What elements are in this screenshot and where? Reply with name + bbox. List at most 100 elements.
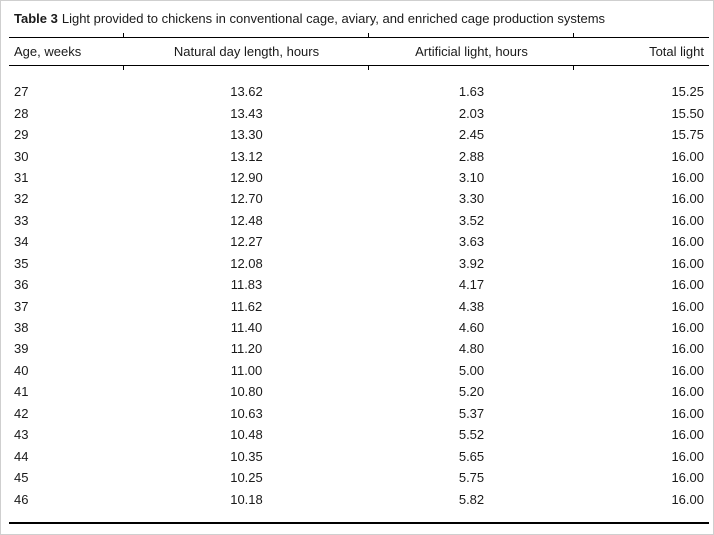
table-cell: 10.80	[230, 384, 263, 400]
table-cell: 13.30	[230, 127, 263, 143]
table-cell: 29	[14, 127, 29, 143]
table-row: 35 12.08 3.92 16.00	[9, 253, 709, 274]
table-cell: 16.00	[671, 384, 704, 400]
table-cell: 33	[14, 212, 29, 228]
table-cell: 10.63	[230, 405, 263, 421]
table-cell: 3.92	[458, 255, 485, 271]
table-cell: 32	[14, 191, 29, 207]
column-divider-tick	[367, 33, 369, 38]
table-cell: 31	[14, 169, 29, 185]
column-header: Age, weeks	[14, 44, 82, 59]
table-cell: 15.25	[671, 84, 704, 100]
data-table: Age, weeks Natural day length, hours Artif…	[9, 33, 709, 524]
table-cell: 36	[14, 277, 29, 293]
table-cell: 5.65	[458, 448, 485, 464]
table-cell: 16.00	[671, 277, 704, 293]
table-cell: 16.00	[671, 470, 704, 486]
column-divider-tick	[122, 65, 124, 70]
column-header: Artificial light, hours	[415, 44, 528, 59]
table-cell: 3.30	[458, 191, 485, 207]
table-cell: 34	[14, 234, 29, 250]
table-cell: 5.52	[458, 427, 485, 443]
table-cell: 16.00	[671, 427, 704, 443]
table-cell: 4.80	[458, 341, 485, 357]
table-bottom-rule	[9, 521, 709, 524]
table-row: 43 10.48 5.52 16.00	[9, 424, 709, 445]
table-cell: 13.43	[230, 105, 263, 121]
table-cell: 15.75	[671, 127, 704, 143]
table-cell: 16.00	[671, 148, 704, 164]
table-cell: 15.50	[671, 105, 704, 121]
table-caption: Table 3 Light provided to chickens in con…	[14, 11, 707, 27]
table-row: 33 12.48 3.52 16.00	[9, 210, 709, 231]
table-cell: 16.00	[671, 320, 704, 336]
table-row: 29 13.30 2.45 15.75	[9, 124, 709, 145]
table-cell: 1.63	[458, 84, 485, 100]
table-cell: 37	[14, 298, 29, 314]
table-row: 34 12.27 3.63 16.00	[9, 231, 709, 252]
table-cell: 39	[14, 341, 29, 357]
table-cell: 12.27	[230, 234, 263, 250]
table-cell: 3.52	[458, 212, 485, 228]
table-caption-text: Light provided to chickens in convention…	[61, 11, 606, 26]
table-cell: 5.82	[458, 491, 485, 507]
table-row: 28 13.43 2.03 15.50	[9, 102, 709, 123]
table-cell: 38	[14, 320, 29, 336]
table-cell: 13.62	[230, 84, 263, 100]
table-cell: 16.00	[671, 405, 704, 421]
table-cell: 41	[14, 384, 29, 400]
table-cell: 4.60	[458, 320, 485, 336]
table-cell: 3.63	[458, 234, 485, 250]
table-cell: 28	[14, 105, 29, 121]
table-cell: 11.00	[230, 362, 263, 378]
table-cell: 12.08	[230, 255, 263, 271]
table-cell: 12.48	[230, 212, 263, 228]
column-divider-tick	[122, 33, 124, 38]
table-cell: 46	[14, 491, 29, 507]
table-cell: 13.12	[230, 148, 263, 164]
table-cell: 10.25	[230, 470, 263, 486]
table-cell: 43	[14, 427, 29, 443]
table-cell: 16.00	[671, 362, 704, 378]
table-cell: 5.00	[458, 362, 485, 378]
table-cell: 16.00	[671, 255, 704, 271]
table-cell: 5.20	[458, 384, 485, 400]
table-cell: 2.88	[458, 148, 485, 164]
table-cell: 12.70	[230, 191, 263, 207]
column-divider-tick	[572, 33, 574, 38]
table-cell: 16.00	[671, 491, 704, 507]
table-cell: 5.75	[458, 470, 485, 486]
column-divider-tick	[572, 65, 574, 70]
table-cell: 45	[14, 470, 29, 486]
column-header: Total light	[649, 44, 704, 59]
table-row: 37 11.62 4.38 16.00	[9, 295, 709, 316]
table-header-row: Age, weeks Natural day length, hours Artif…	[9, 33, 709, 70]
table-cell: 40	[14, 362, 29, 378]
table-row: 42 10.63 5.37 16.00	[9, 403, 709, 424]
table-row: 46 10.18 5.82 16.00	[9, 488, 709, 509]
table-cell: 2.45	[458, 127, 485, 143]
table-row: 36 11.83 4.17 16.00	[9, 274, 709, 295]
table-cell: 44	[14, 448, 29, 464]
table-cell: 12.90	[230, 169, 263, 185]
table-cell: 11.62	[230, 298, 263, 314]
table-cell: 35	[14, 255, 29, 271]
table-cell: 16.00	[671, 298, 704, 314]
table-row: 31 12.90 3.10 16.00	[9, 167, 709, 188]
table-cell: 30	[14, 148, 29, 164]
table-cell: 10.35	[230, 448, 263, 464]
table-cell: 42	[14, 405, 29, 421]
table-cell: 4.38	[458, 298, 485, 314]
table-cell: 10.48	[230, 427, 263, 443]
table-cell: 10.18	[230, 491, 263, 507]
column-divider-tick	[367, 65, 369, 70]
table-cell: 2.03	[458, 105, 485, 121]
table-row: 30 13.12 2.88 16.00	[9, 145, 709, 166]
table-cell: 3.10	[458, 169, 485, 185]
table-row: 32 12.70 3.30 16.00	[9, 188, 709, 209]
table-cell: 27	[14, 84, 29, 100]
column-header: Natural day length, hours	[173, 44, 320, 59]
table-cell: 11.20	[230, 341, 263, 357]
table-caption-label: Table 3	[14, 11, 58, 26]
